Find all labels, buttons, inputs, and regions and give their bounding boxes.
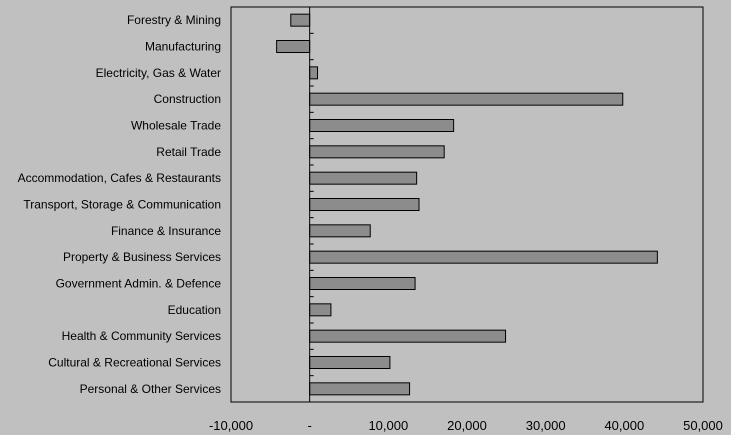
bar-6: [309, 171, 418, 185]
category-label: Electricity, Gas & Water: [96, 66, 221, 80]
category-label: Property & Business Services: [63, 250, 221, 264]
x-tick-label: 50,000: [683, 418, 723, 433]
category-label: Forestry & Mining: [127, 13, 221, 27]
bar-9: [309, 250, 658, 264]
bar-1: [276, 40, 311, 53]
category-label: Transport, Storage & Communication: [23, 198, 221, 212]
x-tick-label: 10,000: [368, 418, 408, 433]
bar-12: [309, 329, 507, 343]
category-label: Finance & Insurance: [111, 224, 221, 238]
bar-4: [309, 119, 455, 132]
category-label: Health & Community Services: [62, 329, 221, 343]
category-label: Cultural & Recreational Services: [48, 356, 221, 370]
bar-7: [309, 198, 420, 211]
x-tick-label: 20,000: [447, 418, 487, 433]
category-labels: Forestry & Mining Manufacturing Electricit…: [18, 13, 222, 396]
x-tick-label: -: [307, 418, 311, 433]
bar-14: [309, 382, 411, 396]
bar-3: [309, 92, 624, 106]
x-tick-label: -10,000: [209, 418, 253, 433]
bar-2: [309, 66, 319, 80]
bar-10: [309, 277, 416, 290]
category-label: Construction: [154, 92, 221, 106]
category-label: Education: [168, 303, 221, 317]
bar-11: [309, 303, 332, 317]
bar-5: [309, 145, 445, 159]
bar-8: [309, 224, 371, 238]
category-label: Government Admin. & Defence: [56, 277, 222, 291]
category-label: Wholesale Trade: [131, 119, 221, 133]
x-tick-label: 30,000: [526, 418, 566, 433]
category-label: Accommodation, Cafes & Restaurants: [18, 171, 221, 185]
x-tick-label: 40,000: [604, 418, 644, 433]
category-label: Manufacturing: [145, 40, 221, 54]
category-label: Personal & Other Services: [80, 382, 221, 396]
x-tick-labels: -10,000-10,000 20,000 30,000 40,000 50,000: [209, 418, 723, 433]
bar-13: [309, 356, 391, 369]
category-axis: [309, 6, 314, 403]
plot-area: [230, 6, 704, 403]
category-label: Retail Trade: [156, 145, 221, 159]
bar-0: [290, 13, 311, 27]
